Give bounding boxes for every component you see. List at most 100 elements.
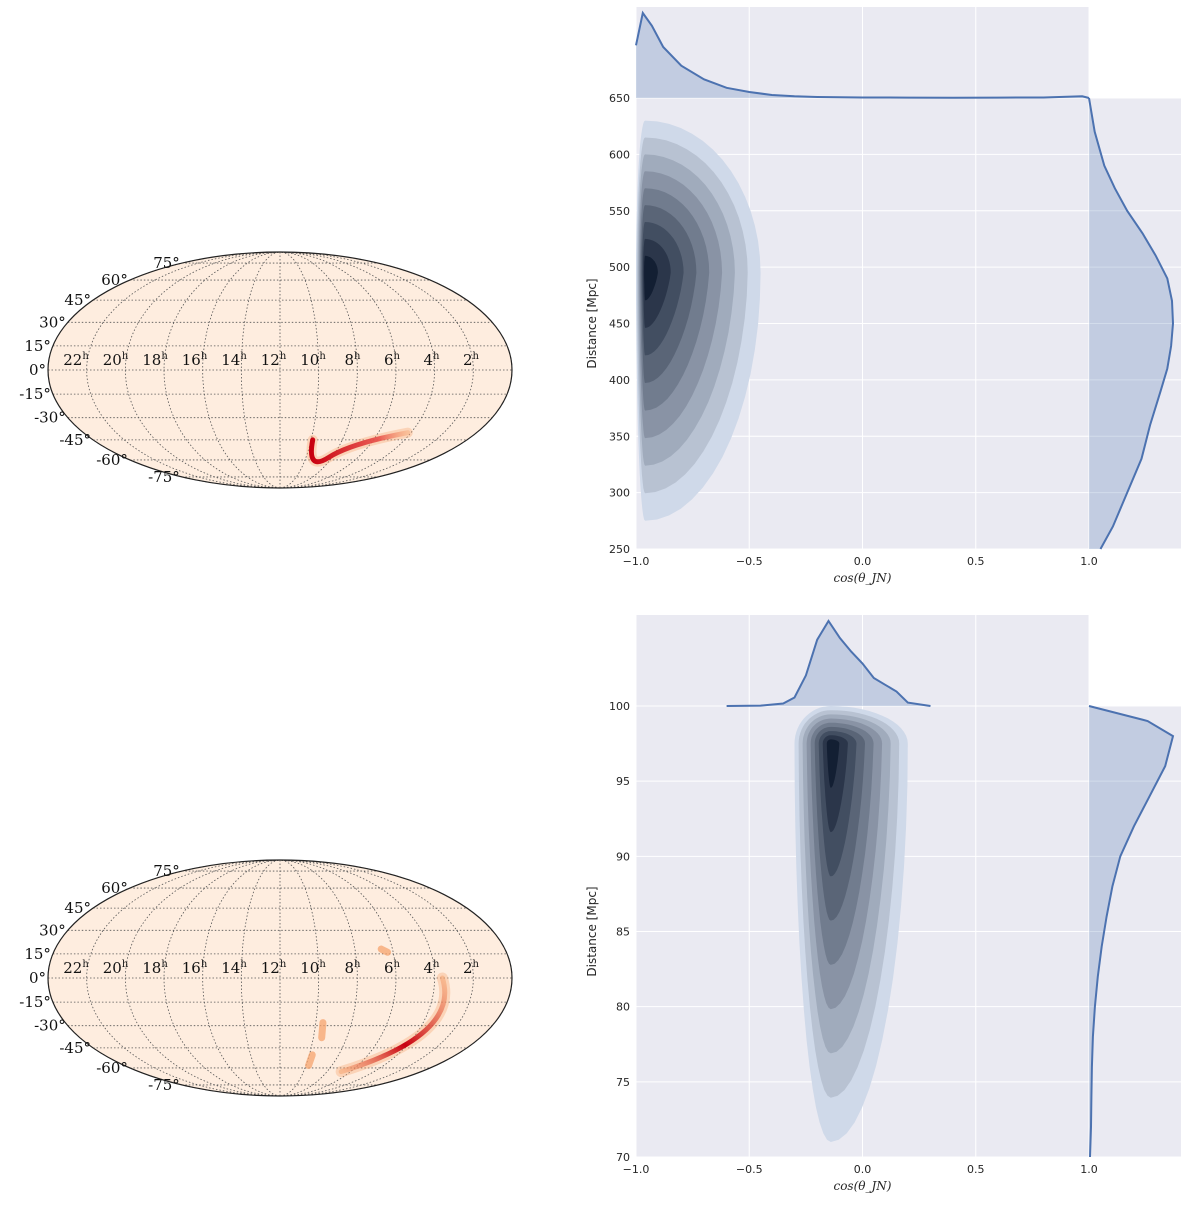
ra-unit: h [161,351,168,362]
ra-label: 18h [142,959,168,977]
marginal-x-fill [636,13,1089,98]
ra-label: 14h [221,959,247,977]
ra-gridline [124,859,281,1097]
ra-unit: h [161,959,168,970]
y-tick-label: 500 [609,261,630,274]
y-axis-label: Distance [Mpc] [585,278,599,368]
x-axis-label: cos(θ_JN) [833,1179,891,1193]
ra-unit: h [433,351,440,362]
ra-value: 18 [142,351,161,369]
ra-value: 2 [463,351,473,369]
sky-map-0: 22h 20h 18h 16h 14h 12h 10h 8h 6h 4h 2h75°60°45°30… [19,251,513,489]
y-axis-label: Distance [Mpc] [585,886,599,976]
dec-label: 60° [101,879,128,897]
y-tick-label: 400 [609,374,630,387]
dec-label: 60° [101,271,128,289]
ra-unit: h [82,959,89,970]
dec-label: 75° [153,862,180,880]
kde-contour-level [644,255,658,301]
dec-label: 0° [29,361,46,379]
ra-gridline [240,251,281,489]
dec-label: -15° [19,385,51,403]
y-tick-label: 450 [609,318,630,331]
ra-gridline [279,251,358,489]
marginal-x-fill [726,621,931,706]
ra-label: 2h [463,959,480,977]
dec-label: 0° [29,969,46,987]
ra-value: 22 [63,351,82,369]
ra-label: 12h [261,351,287,369]
dec-label: -60° [96,451,128,469]
x-tick-label: 0.0 [854,1163,872,1176]
y-tick-label: 550 [609,205,630,218]
ra-label: 22h [63,959,89,977]
probability-region [308,430,411,465]
ra-value: 14 [221,959,240,977]
probability-region [305,1051,316,1069]
dec-label: -45° [59,431,91,449]
x-tick-label: 1.0 [1080,1163,1098,1176]
ra-label: 16h [182,959,208,977]
ra-gridline [202,859,281,1097]
dec-label: 30° [39,313,66,331]
ra-value: 10 [300,959,319,977]
ra-label: 16h [182,351,208,369]
marginal-y-line [1088,97,1175,550]
ra-gridline [163,859,281,1097]
ra-gridline [279,859,358,1097]
y-tick-label: 85 [616,926,630,939]
ra-value: 8 [345,959,355,977]
probability-region [377,945,392,956]
y-tick-label: 70 [616,1151,630,1164]
ra-label: 8h [345,959,362,977]
ra-gridline [163,251,281,489]
x-tick-label: −1.0 [623,1163,650,1176]
x-tick-label: −0.5 [736,1163,763,1176]
y-tick-label: 75 [616,1076,630,1089]
ra-value: 16 [182,351,201,369]
probability-region [318,1019,327,1042]
ra-gridline [279,859,320,1097]
ra-label: 12h [261,959,287,977]
ra-label: 22h [63,351,89,369]
ra-value: 14 [221,351,240,369]
ra-label: 18h [142,351,168,369]
kde-contours [636,120,761,521]
sky-map-2: 22h 20h 18h 16h 14h 12h 10h 8h 6h 4h 2h75°60°45°30… [19,859,513,1097]
x-axis-label: cos(θ_JN) [833,571,891,585]
marginal-x-line [635,10,1090,99]
ra-unit: h [473,959,480,970]
ra-value: 10 [300,351,319,369]
ra-label: 6h [384,959,401,977]
ra-value: 20 [103,351,122,369]
x-tick-label: −1.0 [623,555,650,568]
ra-unit: h [319,959,326,970]
ra-value: 12 [261,351,280,369]
ra-label: 4h [424,351,441,369]
ra-unit: h [433,959,440,970]
joint-plot-3: −1.0 −0.5 0.0 0.5 1.0 70 75 80 85 90 95 100 cos(θ_JN… [585,615,1181,1193]
ra-value: 16 [182,959,201,977]
y-tick-label: 95 [616,775,630,788]
ra-value: 12 [261,959,280,977]
sky-outline [47,251,513,489]
ra-gridline [240,859,281,1097]
kde-contours [794,706,908,1142]
joint-plot-1: −1.0 −0.5 0.0 0.5 1.0 250 300 350 400 450 500 550 60… [585,7,1181,585]
y-tick-label: 90 [616,850,630,863]
ra-unit: h [394,959,401,970]
x-tick-label: 0.5 [967,555,985,568]
dec-label: 30° [39,921,66,939]
ra-gridline [279,251,320,489]
ra-label: 4h [424,959,441,977]
marginal-y-fill [1089,98,1173,549]
ra-value: 22 [63,959,82,977]
ra-unit: h [394,351,401,362]
ra-unit: h [201,959,208,970]
ra-gridline [124,251,281,489]
ra-gridline [279,859,436,1097]
ra-label: 20h [103,959,129,977]
y-tick-label: 650 [609,92,630,105]
ra-unit: h [82,351,89,362]
